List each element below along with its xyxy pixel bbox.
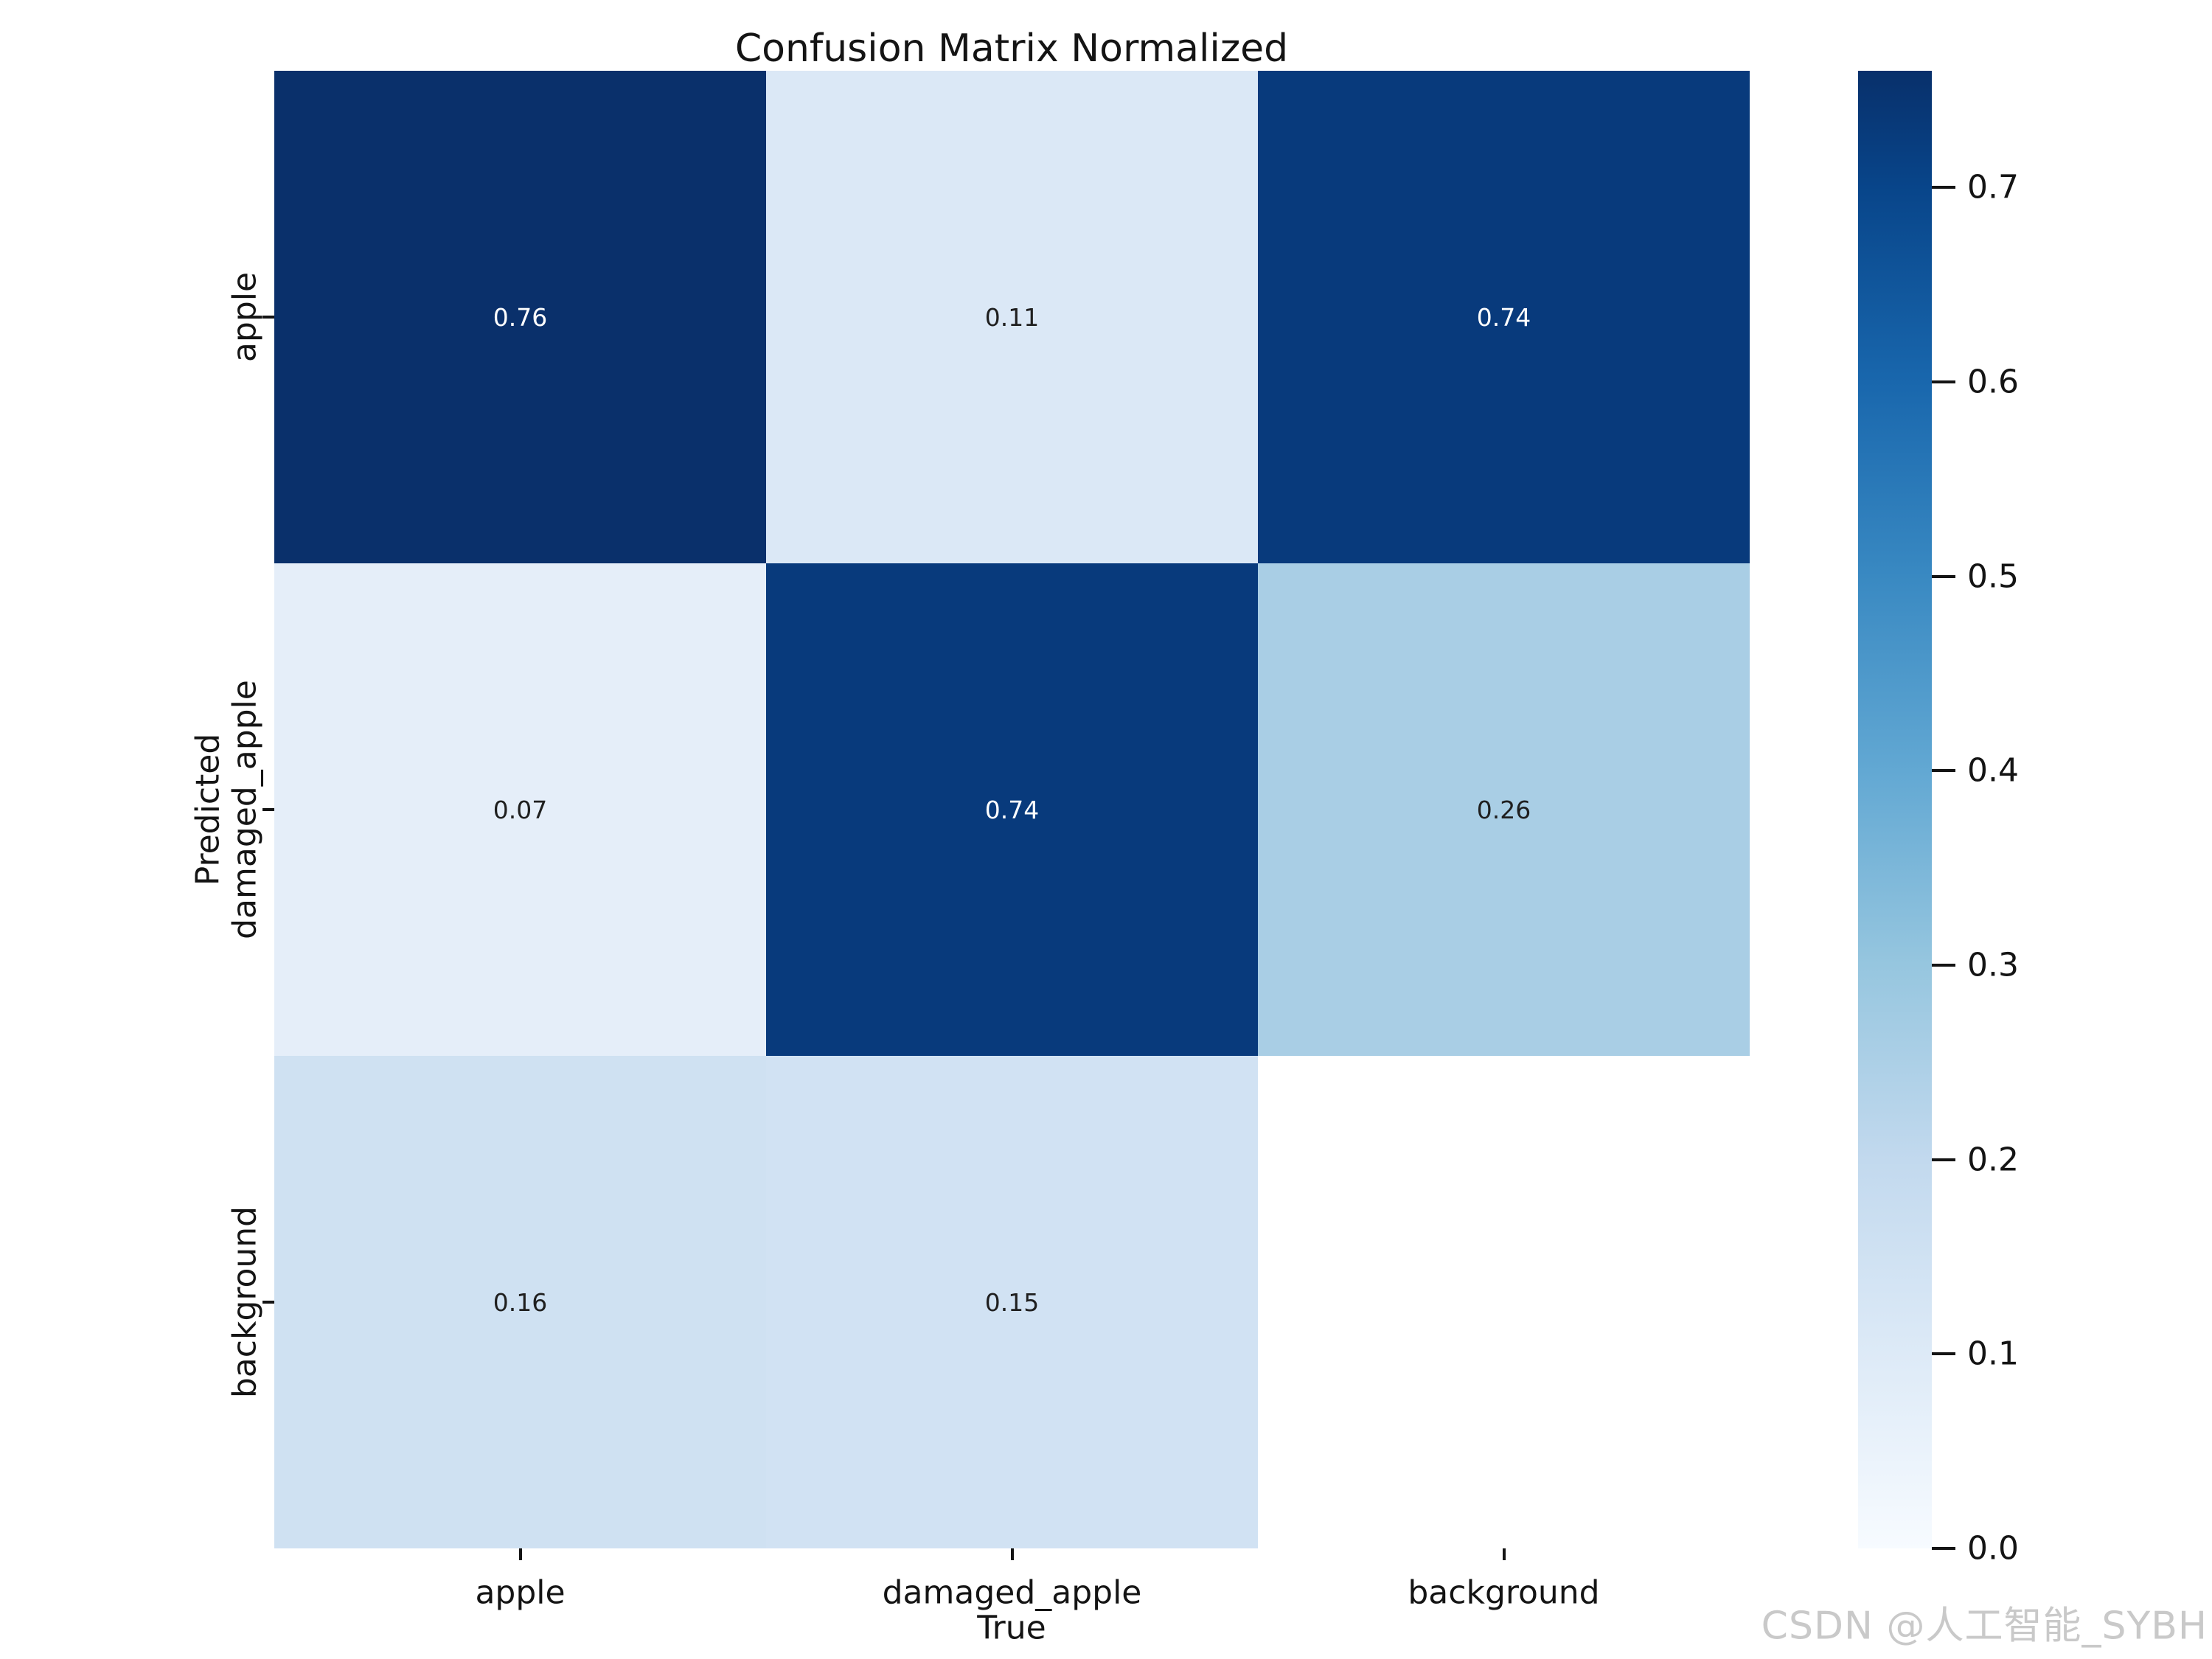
colorbar [1858,71,1932,1548]
heatmap-cell: 0.16 [274,1056,766,1548]
colorbar-tick-mark [1932,574,1955,578]
heatmap-cell: 0.26 [1258,563,1750,1056]
x-axis-label: True [977,1609,1046,1647]
colorbar-tick-label: 0.6 [1967,363,2019,401]
cell-value: 0.07 [493,795,548,824]
heatmap-cell: 0.76 [274,71,766,563]
colorbar-tick-label: 0.2 [1967,1141,2019,1179]
watermark-text: CSDN @人工智能_SYBH [1761,1604,2208,1649]
y-tick-mark [262,1301,274,1304]
cell-value: 0.15 [984,1287,1040,1317]
heatmap-plot-area: 0.76 0.11 0.74 0.07 0.74 0.26 0.16 0.15 [274,71,1750,1548]
cell-value: 0.26 [1476,795,1531,824]
cell-value: 0.76 [493,302,548,332]
colorbar-tick-mark [1932,769,1955,773]
cell-value: 0.11 [984,302,1040,332]
colorbar-tick-mark [1932,1352,1955,1356]
cell-value: 0.74 [1476,302,1531,332]
cell-value: 0.74 [984,795,1040,824]
y-axis-label: Predicted [189,733,227,886]
heatmap-cell [1258,1056,1750,1548]
x-tick-label: damaged_apple [882,1573,1142,1612]
y-tick-label: background [226,1206,264,1399]
colorbar-tick-label: 0.3 [1967,946,2019,984]
heatmap-cell: 0.74 [1258,71,1750,563]
x-tick-label: apple [475,1573,566,1612]
colorbar-tick-mark [1932,963,1955,967]
colorbar-tick-mark [1932,1158,1955,1161]
x-tick-mark [518,1548,522,1560]
cell-value: 0.16 [493,1287,548,1317]
y-tick-mark [262,316,274,319]
colorbar-tick-mark [1932,1547,1955,1550]
heatmap-cell: 0.07 [274,563,766,1056]
x-tick-mark [1010,1548,1014,1560]
y-tick-label: apple [226,271,264,363]
colorbar-tick-label: 0.0 [1967,1529,2019,1568]
colorbar-tick-label: 0.1 [1967,1335,2019,1373]
colorbar-tick-mark [1932,380,1955,383]
colorbar-tick-label: 0.4 [1967,751,2019,790]
y-tick-mark [262,808,274,811]
heatmap-cell: 0.74 [766,563,1258,1056]
colorbar-tick-label: 0.7 [1967,168,2019,206]
y-tick-label: damaged_apple [226,680,264,939]
colorbar-tick-mark [1932,186,1955,189]
heatmap-cell: 0.11 [766,71,1258,563]
x-tick-mark [1502,1548,1506,1560]
heatmap-cell: 0.15 [766,1056,1258,1548]
chart-title: Confusion Matrix Normalized [734,27,1289,71]
colorbar-tick-label: 0.5 [1967,557,2019,596]
x-tick-label: background [1408,1573,1600,1612]
